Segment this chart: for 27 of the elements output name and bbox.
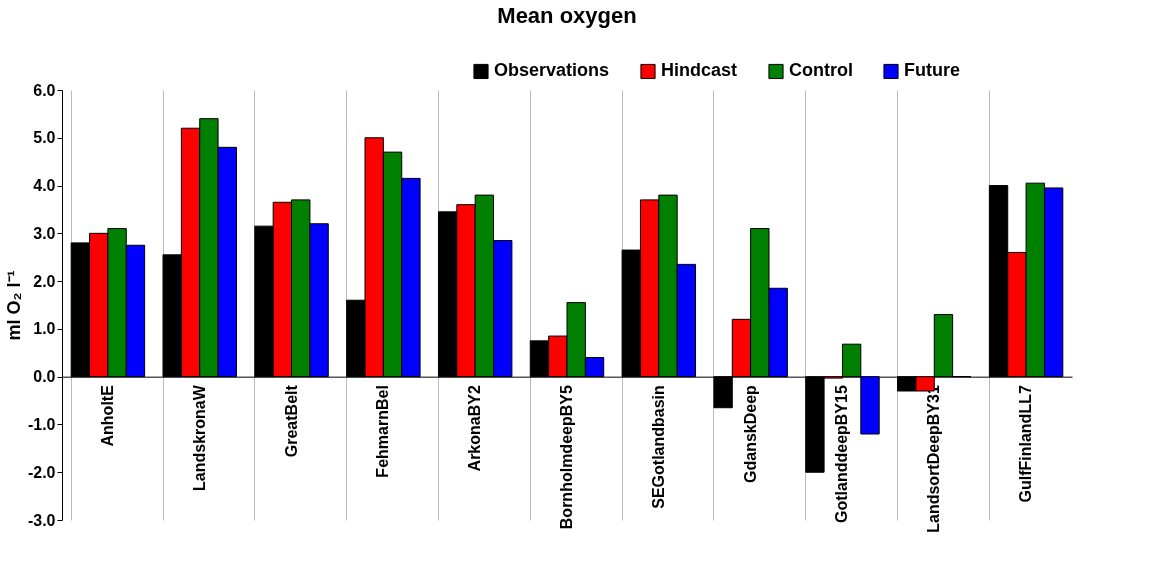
x-tick-label: SEGotlandbasin	[649, 385, 667, 509]
chart-title: Mean oxygen	[497, 3, 637, 28]
x-tick-label: FehmarnBel	[374, 385, 392, 478]
x-tick-label: ArkonaBY2	[466, 385, 484, 472]
y-tick-label: 4.0	[33, 177, 56, 195]
x-tick-label: GotlanddeepBY15	[833, 385, 851, 523]
y-tick-label: 3.0	[33, 224, 56, 242]
y-tick-label: 1.0	[33, 320, 56, 338]
y-tick-label: 0.0	[33, 368, 56, 386]
x-tick-label: GreatBelt	[282, 384, 300, 458]
y-tick-label: 6.0	[33, 81, 56, 99]
legend-label: Observations	[494, 60, 610, 81]
y-axis-title: ml O₂ l⁻¹	[3, 270, 24, 341]
x-tick-label: BornholmdeepBY5	[558, 385, 575, 530]
legend-label: Control	[789, 60, 853, 81]
x-tick-label: AnholtE	[98, 384, 116, 447]
x-tick-label: GulfFinlandLL7	[1017, 385, 1035, 503]
legend-label: Hindcast	[661, 60, 738, 81]
y-tick-label: -2.0	[27, 463, 56, 481]
legend-label: Future	[904, 60, 960, 81]
y-tick-label: 2.0	[33, 272, 56, 290]
y-tick-label: -1.0	[27, 415, 56, 433]
x-tick-label: GdanskDeep	[741, 384, 759, 483]
y-tick-label: -3.0	[27, 511, 56, 529]
x-tick-label: LandsortDeepBY31	[925, 385, 943, 533]
y-tick-label: 5.0	[33, 129, 56, 147]
x-tick-label: LandskronaW	[190, 384, 208, 491]
